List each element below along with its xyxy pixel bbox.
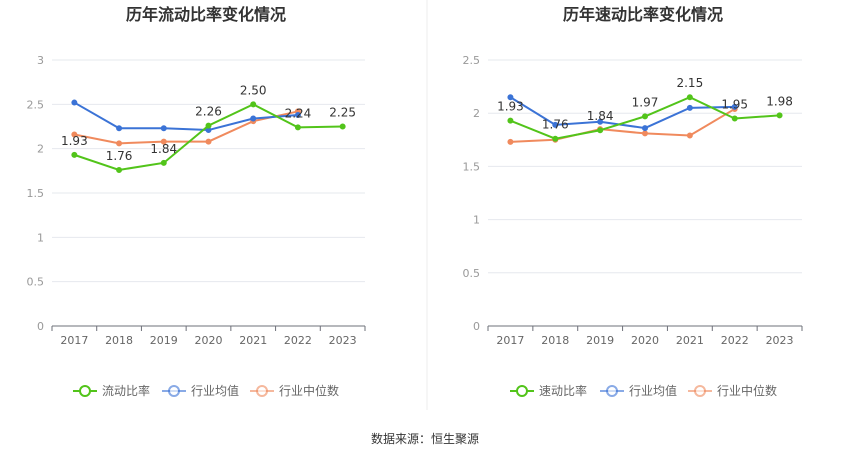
x-tick-label: 2023 [329, 334, 357, 347]
legend-marker-0 [516, 385, 528, 397]
data-label: 1.76 [106, 149, 133, 163]
legend-label-2: 行业中位数 [717, 383, 777, 398]
series-line-1 [73, 101, 299, 132]
x-tick-label: 2018 [541, 334, 569, 347]
data-point [507, 94, 514, 101]
x-tick-label: 2017 [496, 334, 524, 347]
data-point [507, 138, 514, 145]
x-tick-label: 2021 [239, 334, 267, 347]
x-tick-label: 2019 [586, 334, 614, 347]
data-point [552, 121, 559, 128]
data-label: 1.93 [61, 134, 88, 148]
x-tick-label: 2022 [284, 334, 312, 347]
data-point [116, 166, 123, 173]
series-line-2 [74, 110, 299, 145]
data-label: 1.76 [542, 118, 569, 132]
data-label: 1.95 [721, 98, 748, 112]
data-point [686, 94, 693, 101]
data-point [642, 125, 648, 132]
data-point [71, 151, 78, 158]
data-point [507, 117, 514, 124]
x-tick-label: 2020 [631, 334, 659, 347]
data-point [597, 127, 604, 134]
y-tick-label: 1.5 [27, 187, 45, 200]
legend-marker-2 [256, 385, 268, 397]
y-tick-label: 1.5 [463, 160, 481, 173]
y-tick-label: 3 [37, 54, 44, 67]
legend-label-0: 流动比率 [102, 383, 150, 398]
data-point [294, 111, 301, 118]
legend-label-1: 行业均值 [191, 383, 239, 398]
data-point [205, 122, 212, 129]
data-point [205, 138, 212, 145]
chart-title: 历年流动比率变化情况 [126, 5, 286, 24]
data-point [597, 118, 604, 125]
data-point [294, 124, 301, 131]
legend-marker-0 [79, 385, 91, 397]
legend-marker-1 [168, 385, 180, 397]
y-tick-label: 2 [37, 143, 44, 156]
x-tick-label: 2023 [766, 334, 794, 347]
data-point [731, 115, 738, 122]
y-tick-label: 0.5 [27, 276, 45, 289]
data-point [731, 103, 738, 110]
y-tick-label: 2.5 [27, 98, 45, 111]
data-point [160, 125, 167, 132]
legend-label-2: 行业中位数 [279, 383, 339, 398]
x-tick-label: 2019 [150, 334, 178, 347]
data-label: 1.97 [632, 95, 659, 109]
data-point [160, 159, 167, 166]
data-point [686, 104, 693, 111]
data-label: 1.98 [766, 94, 793, 108]
series-line-2 [510, 108, 736, 143]
data-label: 1.84 [587, 109, 614, 123]
y-tick-label: 2.5 [463, 54, 481, 67]
data-point [776, 112, 783, 119]
y-tick-label: 1 [37, 231, 44, 244]
data-label: 2.24 [285, 106, 312, 120]
y-tick-label: 0.5 [463, 267, 481, 280]
series-line-1 [509, 96, 735, 130]
legend-marker-1 [606, 385, 618, 397]
y-tick-label: 2 [473, 107, 480, 120]
data-point [116, 140, 123, 147]
legend-label-1: 行业均值 [629, 383, 677, 398]
data-point [250, 101, 257, 108]
data-point [642, 130, 648, 137]
data-label: 2.15 [676, 76, 703, 90]
data-label: 2.26 [195, 105, 222, 119]
data-label: 2.25 [329, 106, 356, 120]
data-point [160, 138, 167, 145]
data-point [71, 99, 78, 106]
x-tick-label: 2017 [60, 334, 88, 347]
x-tick-label: 2018 [105, 334, 133, 347]
x-tick-label: 2022 [721, 334, 749, 347]
legend-label-0: 速动比率 [539, 383, 587, 398]
y-tick-label: 1 [473, 214, 480, 227]
data-label: 2.50 [240, 83, 267, 97]
data-label: 1.84 [150, 142, 177, 156]
x-tick-label: 2020 [195, 334, 223, 347]
chart-title: 历年速动比率变化情况 [563, 5, 723, 24]
x-tick-label: 2021 [676, 334, 704, 347]
data-point [339, 123, 346, 130]
legend-marker-2 [694, 385, 706, 397]
y-tick-label: 0 [473, 320, 480, 333]
data-point [116, 125, 123, 132]
source-text: 数据来源：恒生聚源 [371, 431, 479, 446]
data-label: 1.93 [497, 100, 524, 114]
data-point [642, 113, 648, 120]
data-point [552, 135, 559, 142]
data-point [71, 131, 78, 138]
data-point [250, 115, 257, 122]
y-tick-label: 0 [37, 320, 44, 333]
data-point [686, 132, 693, 139]
